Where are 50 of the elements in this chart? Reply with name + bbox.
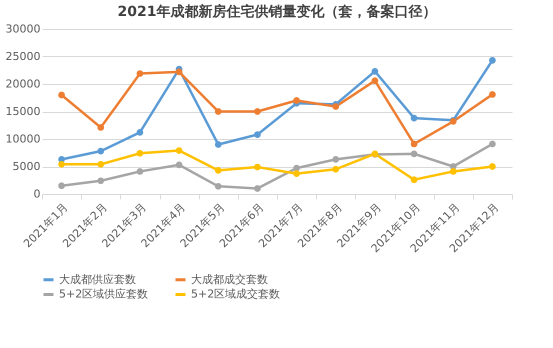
point bbox=[254, 131, 261, 138]
point bbox=[136, 168, 144, 175]
y-tick-label: 15000 bbox=[6, 105, 40, 118]
point bbox=[214, 108, 222, 115]
point bbox=[293, 170, 300, 177]
point bbox=[489, 57, 496, 64]
point bbox=[489, 163, 496, 170]
point bbox=[214, 141, 222, 148]
chart-title: 2021年成都新房住宅供销量变化（套，备案口径） bbox=[118, 3, 436, 20]
y-tick-label: 30000 bbox=[6, 22, 40, 36]
point bbox=[293, 97, 300, 104]
point bbox=[489, 91, 496, 98]
point bbox=[97, 148, 104, 154]
point bbox=[58, 160, 65, 168]
legend-label: 5+2区域供应套数 bbox=[59, 288, 148, 300]
point bbox=[214, 167, 222, 174]
point bbox=[176, 68, 182, 76]
legend-label: 5+2区域成交套数 bbox=[191, 288, 280, 300]
point bbox=[97, 124, 104, 131]
y-tick-label: 0 bbox=[34, 188, 40, 200]
point bbox=[58, 182, 65, 190]
point bbox=[332, 166, 340, 173]
legend-label: 大成都供应套数 bbox=[59, 272, 136, 286]
y-tick-label: 20000 bbox=[6, 78, 40, 90]
point bbox=[410, 140, 418, 148]
point bbox=[214, 182, 222, 190]
point bbox=[136, 129, 144, 136]
point bbox=[450, 168, 457, 175]
point bbox=[136, 70, 144, 77]
point bbox=[489, 140, 496, 148]
point bbox=[176, 162, 182, 168]
point bbox=[410, 114, 418, 122]
legend-label: 大成都成交套数 bbox=[191, 272, 268, 286]
point bbox=[293, 164, 300, 172]
point bbox=[410, 150, 418, 158]
point bbox=[136, 150, 144, 157]
point bbox=[332, 156, 340, 163]
point bbox=[58, 92, 65, 98]
point bbox=[372, 77, 378, 84]
y-tick-label: 5000 bbox=[12, 160, 40, 173]
point bbox=[97, 160, 104, 168]
point bbox=[254, 185, 261, 192]
point bbox=[176, 147, 182, 154]
point bbox=[254, 108, 261, 115]
point bbox=[254, 164, 261, 170]
point bbox=[410, 176, 418, 184]
y-tick-label: 25000 bbox=[6, 50, 40, 63]
y-tick-label: 10000 bbox=[6, 132, 40, 146]
point bbox=[372, 68, 378, 75]
point bbox=[97, 177, 104, 184]
